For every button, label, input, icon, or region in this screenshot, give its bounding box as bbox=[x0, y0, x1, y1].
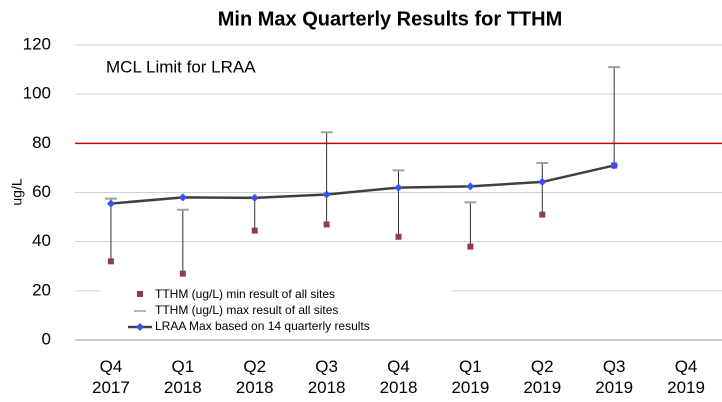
limit-label: MCL Limit for LRAA bbox=[106, 57, 256, 76]
min-marker bbox=[539, 211, 546, 218]
lraa-marker bbox=[610, 161, 619, 170]
y-axis-label: ug/L bbox=[9, 178, 25, 205]
legend-label: TTHM (ug/L) max result of all sites bbox=[155, 303, 338, 317]
lraa-line bbox=[110, 164, 615, 205]
y-tick-label: 40 bbox=[32, 231, 51, 250]
x-tick-label: Q4 2017 bbox=[92, 357, 130, 397]
y-tick-label: 120 bbox=[23, 34, 51, 53]
lraa-marker bbox=[106, 199, 115, 208]
lraa-marker bbox=[250, 193, 259, 202]
x-tick-label: Q3 2018 bbox=[307, 357, 346, 397]
legend-swatch bbox=[136, 323, 144, 331]
y-tick-label: 80 bbox=[32, 133, 51, 152]
lraa-marker bbox=[538, 177, 547, 186]
y-tick-label: 0 bbox=[42, 329, 51, 348]
y-tick-label: 20 bbox=[32, 280, 51, 299]
y-tick-label: 100 bbox=[23, 84, 51, 103]
lraa-marker bbox=[322, 190, 331, 199]
min-marker bbox=[179, 270, 186, 277]
min-marker bbox=[323, 221, 330, 228]
min-marker bbox=[395, 233, 402, 240]
lraa-marker bbox=[178, 193, 187, 202]
x-tick-label: Q2 2018 bbox=[235, 357, 274, 397]
lraa-marker bbox=[466, 182, 475, 191]
min-marker bbox=[251, 227, 258, 234]
x-tick-label: Q4 2019 bbox=[667, 357, 705, 397]
x-tick-label: Q2 2019 bbox=[523, 357, 562, 397]
x-tick-label: Q4 2018 bbox=[379, 357, 418, 397]
lraa-marker bbox=[394, 183, 403, 192]
legend-swatch bbox=[137, 291, 143, 297]
min-marker bbox=[107, 258, 114, 265]
min-marker bbox=[467, 243, 474, 250]
x-tick-label: Q1 2019 bbox=[451, 357, 490, 397]
y-tick-label: 60 bbox=[32, 182, 51, 201]
chart-title: Min Max Quarterly Results for TTHM bbox=[218, 8, 563, 30]
legend-box bbox=[100, 281, 452, 339]
legend-label: TTHM (ug/L) min result of all sites bbox=[155, 287, 335, 301]
legend-label: LRAA Max based on 14 quarterly results bbox=[155, 319, 370, 333]
x-tick-label: Q1 2018 bbox=[163, 357, 202, 397]
x-tick-label: Q3 2019 bbox=[595, 357, 634, 397]
